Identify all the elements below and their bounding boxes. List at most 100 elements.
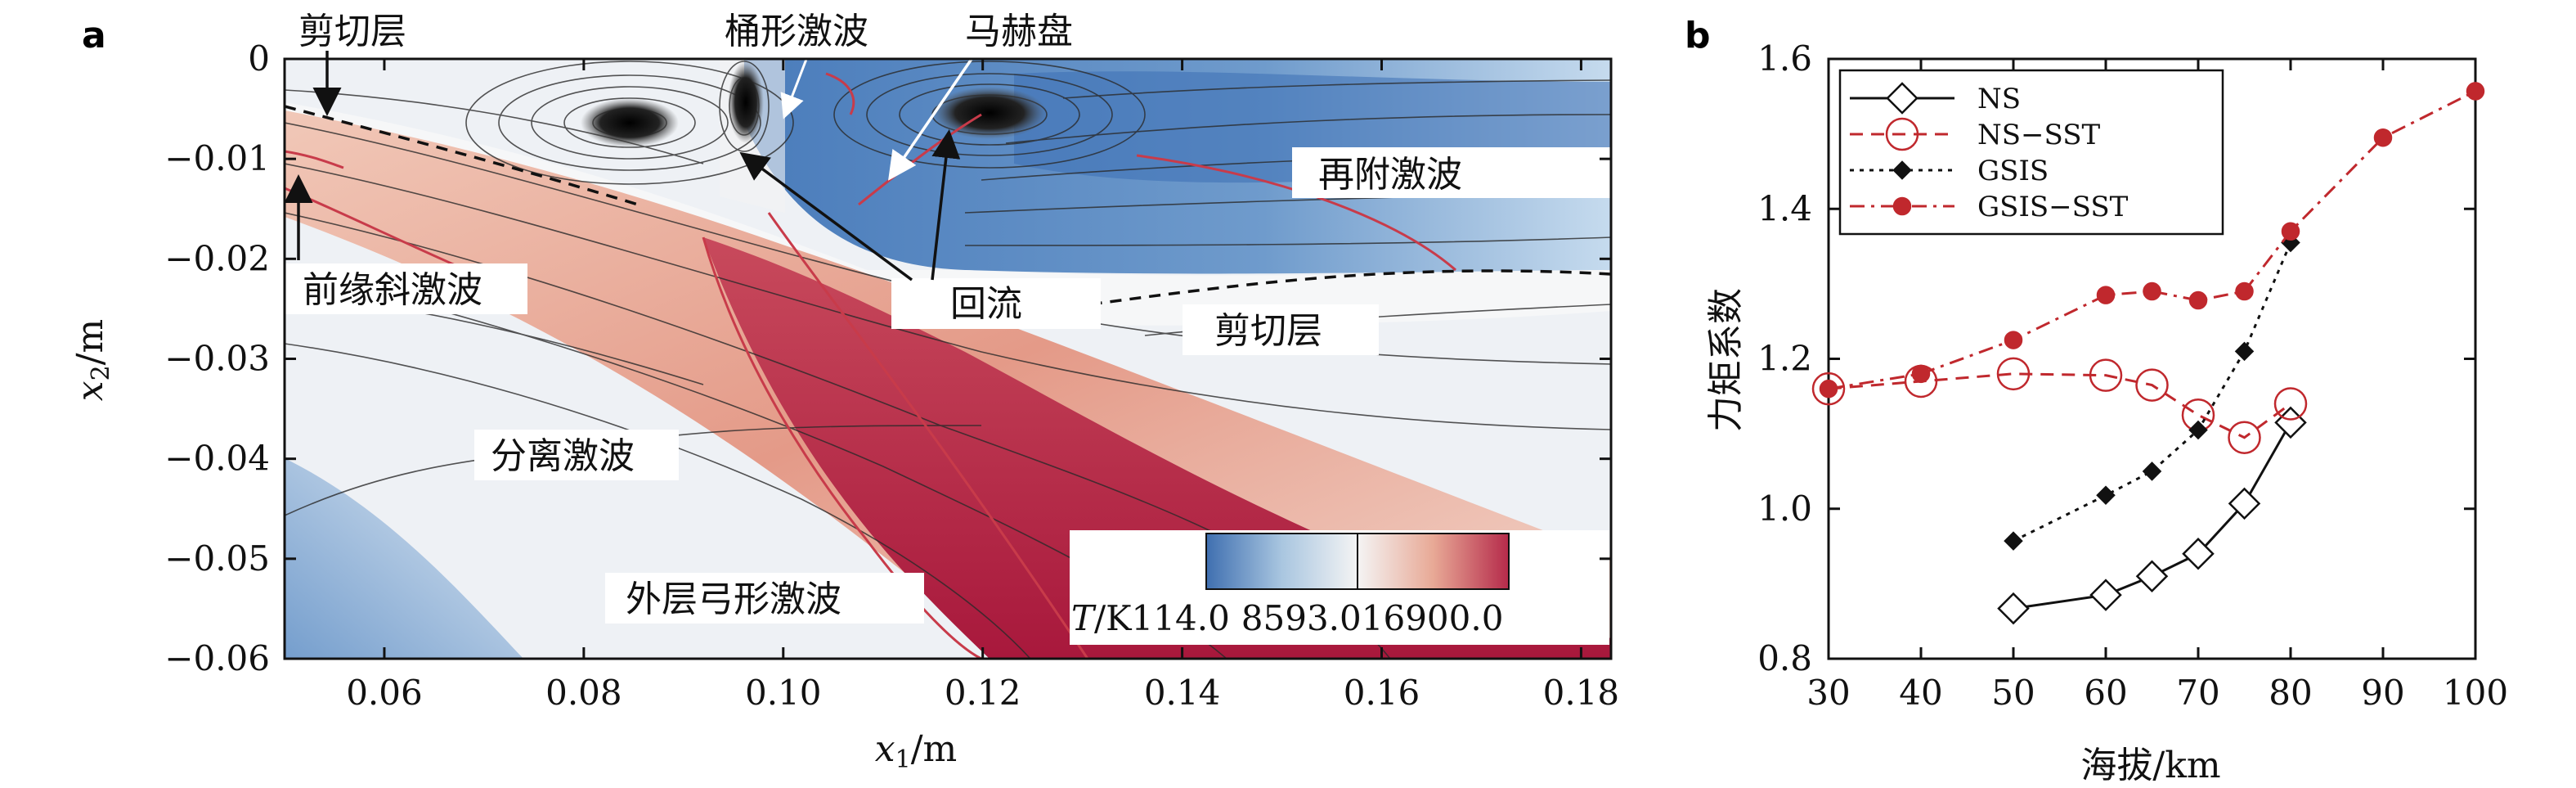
- legend-label: GSIS−SST: [1977, 191, 2129, 223]
- panel-a-ylabel-sub: 2: [87, 365, 115, 380]
- legend-label: GSIS: [1977, 155, 2049, 187]
- colorbar-mid: 8593.0: [1241, 598, 1362, 638]
- legend-label: NS: [1977, 83, 2021, 115]
- data-point: [1819, 379, 1838, 399]
- colorbar-max: 16900.0: [1362, 598, 1504, 638]
- panel-a-xlabel-sub: 1: [895, 745, 911, 774]
- panel-a-ytick-label: −0.03: [164, 339, 270, 379]
- data-point: [2135, 368, 2169, 402]
- colorbar-min: 114.0: [1132, 598, 1230, 638]
- panel-a-ylabel: x2/m: [70, 319, 115, 401]
- panel-a-xtick-label: 0.12: [945, 673, 1021, 713]
- panel-b-legend: NS NS−SST GSIS GSIS−SST: [1838, 69, 2224, 236]
- data-point: [2089, 358, 2123, 392]
- panel-b-xtick-label: 90: [2361, 673, 2404, 713]
- series-line-3: [1828, 90, 2476, 390]
- recirculation-arrow-left: [739, 151, 913, 281]
- panel-a-letter: a: [82, 15, 106, 56]
- panel-a-ytick-label: −0.02: [164, 238, 270, 278]
- panel-b-letter: b: [1685, 15, 1711, 56]
- panel-a-xlabel-main: x: [875, 728, 895, 770]
- panel-b-axes: 30 40 50 60 70 80 90 100 0.8 1.0 1.2 1.4 1.6: [1757, 38, 2508, 713]
- data-point: [2188, 290, 2208, 310]
- panel-b-xtick-label: 80: [2269, 673, 2312, 713]
- panel-a-xtick-label: 0.14: [1144, 673, 1221, 713]
- panel-b-xlabel: 海拔/km: [2080, 745, 2220, 786]
- series-line-0: [2013, 421, 2292, 610]
- panel-a-xtick-label: 0.16: [1344, 673, 1420, 713]
- panel-b-ytick-label: 1.2: [1757, 339, 1812, 379]
- panel-a-ytick-label: 0: [248, 38, 270, 79]
- legend-marker: [1892, 196, 1912, 216]
- legend-label: NS−SST: [1977, 119, 2101, 151]
- annotations: 剪切层 桶形激波 马赫盘 再附激波 前缘斜激波 回流 剪切层 分离激波 外层弓形…: [282, 7, 1611, 624]
- panel-b-ytick-label: 1.6: [1757, 38, 1812, 79]
- panel-a-xtick-label: 0.06: [346, 673, 423, 713]
- legend-marker: [1892, 160, 1912, 180]
- recirculation-arrow-right: [931, 129, 961, 281]
- panel-b-ytick-label: 1.0: [1757, 489, 1812, 529]
- data-point: [1996, 357, 2031, 391]
- data-point: [2096, 286, 2116, 304]
- leading-edge-oblique-shock-label: 前缘斜激波: [303, 269, 482, 311]
- series-line-1: [1828, 372, 2291, 439]
- panel-a-xtick-label: 0.08: [545, 673, 622, 713]
- panel-a-ytick-label: −0.04: [164, 439, 270, 479]
- data-point: [2228, 487, 2261, 520]
- panel-b-series: [1811, 82, 2485, 625]
- data-point: [2234, 341, 2255, 362]
- panel-b-ytick-label: 0.8: [1757, 638, 1812, 678]
- data-point: [1811, 371, 1846, 406]
- data-point: [2089, 579, 2122, 611]
- panel-a-xtick-label: 0.18: [1543, 673, 1620, 713]
- data-point: [2143, 281, 2161, 301]
- data-point: [2004, 531, 2023, 551]
- data-point: [2142, 462, 2162, 481]
- data-point: [2135, 560, 2169, 592]
- panel-b-ylabel: 力矩系数: [1705, 288, 1747, 432]
- data-point: [2466, 82, 2485, 101]
- barrel-shock-label: 桶形激波: [725, 11, 868, 52]
- panel-a-ytick-label: −0.01: [164, 138, 270, 178]
- legend-marker: [1886, 82, 1919, 115]
- data-point: [2273, 387, 2308, 421]
- data-point: [2188, 420, 2208, 440]
- panel-a-ylabel-unit: /m: [70, 319, 111, 366]
- data-point: [2274, 406, 2307, 439]
- panel-b-xtick-label: 40: [1899, 673, 1942, 713]
- panel-b-xtick-label: 70: [2176, 673, 2219, 713]
- outer-bow-shock-label: 外层弓形激波: [626, 579, 841, 620]
- colorbar-label-unit: /K: [1094, 598, 1133, 638]
- recirculation-label: 回流: [950, 283, 1022, 325]
- data-point: [1997, 592, 2030, 625]
- mach-disk-arrow: [888, 50, 979, 181]
- reattachment-shock-label: 再附激波: [1318, 154, 1462, 196]
- panel-a-xlabel: x1/m: [875, 728, 957, 774]
- panel-a-ytick-label: −0.06: [164, 638, 270, 678]
- panel-b-ytick-label: 1.4: [1757, 188, 1812, 228]
- panel-b-xtick-label: 100: [2443, 673, 2508, 713]
- separation-shock-label: 分离激波: [491, 435, 635, 477]
- panel-a-ytick-label: −0.05: [164, 538, 270, 579]
- panel-a-xlabel-unit: /m: [911, 728, 958, 770]
- data-point: [2373, 128, 2393, 147]
- panel-b-xtick-label: 30: [1806, 673, 1850, 713]
- data-point: [2004, 331, 2023, 349]
- panel-b-xtick-label: 60: [2084, 673, 2127, 713]
- colorbar: T/K114.0 8593.016900.0: [1070, 530, 1609, 645]
- legend-marker: [1885, 117, 1919, 151]
- panel-a-xtick-label: 0.10: [745, 673, 822, 713]
- data-point: [2281, 222, 2300, 241]
- shear-layer-top-label: 剪切层: [298, 11, 406, 52]
- data-point: [2228, 421, 2261, 454]
- data-point: [2182, 537, 2215, 570]
- colorbar-label: T/K114.0 8593.016900.0: [1071, 598, 1503, 638]
- data-point: [1911, 364, 1931, 384]
- data-point: [2235, 281, 2254, 301]
- panel-b-xtick-label: 50: [1991, 673, 2035, 713]
- colorbar-label-symbol: T: [1071, 598, 1097, 638]
- barrel-shock-arrow: [780, 50, 811, 119]
- mach-disk-label: 马赫盘: [965, 11, 1073, 52]
- panel-a-ylabel-main: x: [70, 380, 111, 401]
